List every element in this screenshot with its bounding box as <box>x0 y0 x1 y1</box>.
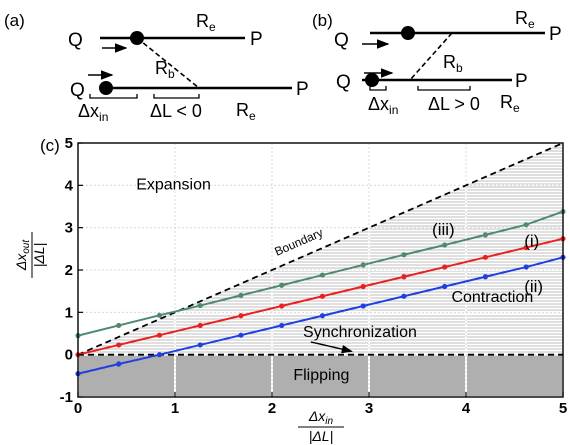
panel-b-rb-label: Rb <box>443 52 463 75</box>
series-2-point <box>442 283 448 290</box>
panel-a-dl-label: ΔL < 0 <box>150 101 202 121</box>
series-0-point <box>482 232 488 238</box>
y-tick-label: 4 <box>65 177 74 194</box>
series-0-point <box>116 322 122 329</box>
panel-b-top-p-label: P <box>549 24 562 45</box>
svg-text:|ΔL|: |ΔL| <box>309 428 333 444</box>
panel-a-top-re-label: Re <box>196 11 216 34</box>
series-2-point <box>197 342 203 348</box>
panel-b: (b) Q P Re Rb Q P Δxin ΔL > 0 Re <box>312 8 562 117</box>
panel-a-label: (a) <box>4 11 25 30</box>
panel-a-dx-bracket <box>89 94 138 99</box>
region-label-expansion: Expansion <box>136 177 211 194</box>
x-tick-label: 3 <box>365 400 373 417</box>
x-tick-label: 4 <box>462 400 471 417</box>
panel-a-bottom-re-label: Re <box>236 100 256 123</box>
panel-a-bottom-p-label: P <box>296 79 309 100</box>
series-1-point <box>442 264 448 270</box>
series-1-point <box>319 293 326 299</box>
panel-b-dx-label: Δxin <box>368 94 398 117</box>
series-2-point <box>482 274 488 280</box>
series-1-point <box>197 322 203 329</box>
panel-b-bottom-q-label: Q <box>336 72 351 93</box>
series-1-point <box>523 244 529 251</box>
region-label-flipping: Flipping <box>293 367 349 384</box>
series-1-point <box>360 283 366 290</box>
svg-text:|ΔL|: |ΔL| <box>31 243 47 267</box>
x-tick-label: 0 <box>74 400 82 417</box>
series-2-point <box>360 303 366 309</box>
panel-b-dx-bracket <box>369 86 387 91</box>
series-1-point <box>401 274 407 280</box>
series-0-point <box>238 292 244 298</box>
panel-b-bottom-node <box>365 73 379 87</box>
y-tick-label: 2 <box>65 262 73 279</box>
y-tick-label: 0 <box>65 347 73 364</box>
series-2-point <box>523 264 529 270</box>
panel-b-top-node <box>401 26 415 40</box>
region-label-synchronization: Synchronization <box>303 324 417 341</box>
synchronization-arrow-icon <box>310 341 353 354</box>
panel-a-bottom-node <box>99 81 113 95</box>
series-1-point <box>238 313 244 319</box>
panel-a: (a) Q P Re Rb Q P Δxin ΔL < 0 Re <box>4 11 309 124</box>
series-label-i: (i) <box>524 232 539 251</box>
x-tick-label: 1 <box>171 400 179 417</box>
x-tick-label: 5 <box>559 400 567 417</box>
series-2-point <box>401 293 407 299</box>
series-0-point <box>442 242 448 248</box>
series-2-point <box>116 361 122 367</box>
panel-a-top-p-label: P <box>250 29 263 50</box>
flipping-region-fill <box>78 354 563 397</box>
panel-a-dx-label: Δxin <box>78 101 108 124</box>
panel-b-bottom-re-label: Re <box>500 92 520 115</box>
series-0-point <box>523 222 529 228</box>
series-label-iii: (iii) <box>432 220 455 239</box>
panel-b-diagonal-rod <box>409 32 453 81</box>
series-0-point <box>319 272 326 278</box>
series-0-point <box>279 282 285 288</box>
y-axis-label: Δxout |ΔL| <box>13 232 47 278</box>
panel-a-dl-bracket <box>153 94 200 99</box>
plot-axes <box>77 142 564 398</box>
series-1-point <box>116 342 122 348</box>
series-1-point <box>156 332 163 338</box>
panel-b-top-re-label: Re <box>515 8 535 31</box>
series-1-point <box>279 303 285 309</box>
svg-text:Δxout: Δxout <box>13 239 32 272</box>
plot-lines <box>75 142 566 377</box>
series-2-point <box>238 332 244 338</box>
series-1-point <box>482 254 488 260</box>
svg-text:Δxin: Δxin <box>308 408 334 427</box>
series-label-ii: (ii) <box>524 277 543 296</box>
x-tick-label: 2 <box>268 400 276 417</box>
boundary-line <box>77 142 564 356</box>
panel-a-rb-label: Rb <box>155 58 175 81</box>
series-2-point <box>319 313 326 319</box>
panel-a-diagonal-rod <box>136 37 200 89</box>
panel-b-dl-label: ΔL > 0 <box>428 94 480 114</box>
panel-c-label: (c) <box>40 136 60 155</box>
panel-a-bottom-q-label: Q <box>70 80 85 101</box>
y-tick-label: -1 <box>60 389 73 406</box>
panel-b-top-q-label: Q <box>334 30 349 51</box>
panel-b-dl-bracket <box>417 86 471 91</box>
series-0-point <box>360 262 366 268</box>
y-tick-label: 5 <box>65 135 73 152</box>
x-axis-label: Δxin |ΔL| <box>298 408 344 444</box>
series-0-point <box>197 302 203 309</box>
panel-b-bottom-p-label: P <box>515 71 528 92</box>
panel-a-top-q-label: Q <box>68 30 83 51</box>
y-tick-label: 3 <box>65 220 73 237</box>
series-2-point <box>279 322 285 329</box>
y-tick-label: 1 <box>65 304 73 321</box>
series-0-point <box>156 312 163 318</box>
region-label-contraction: Contraction <box>451 289 533 306</box>
series-0-point <box>401 252 407 258</box>
series-2-point <box>156 352 163 358</box>
panel-b-label: (b) <box>312 11 333 30</box>
